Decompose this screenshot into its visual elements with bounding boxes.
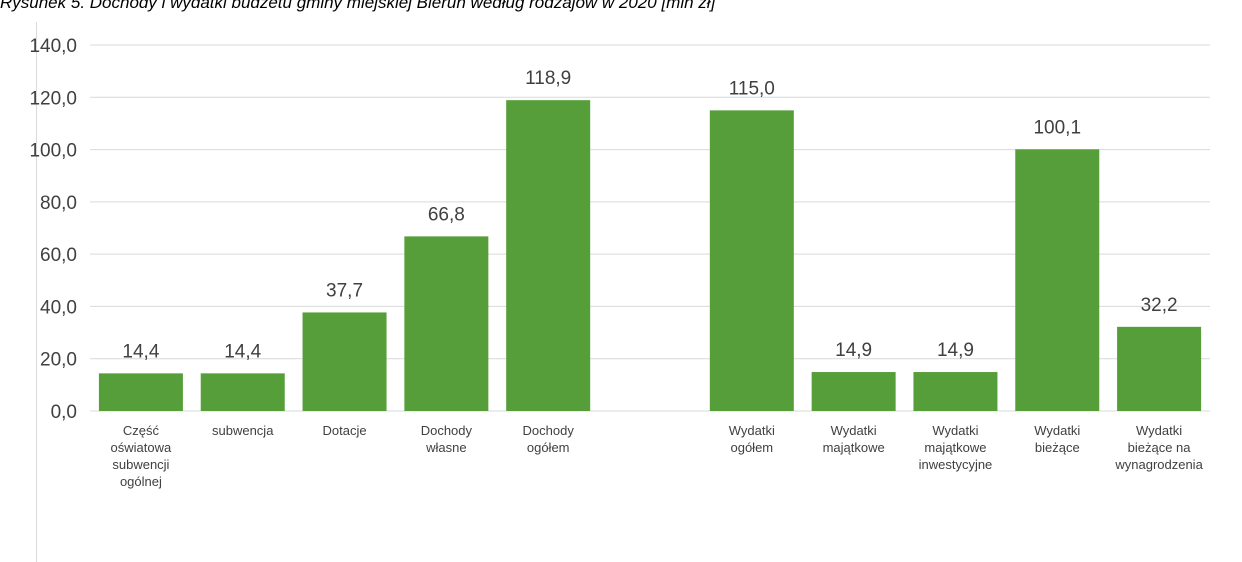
x-category-label: majątkowe — [924, 440, 986, 455]
x-category-label: Część — [123, 423, 160, 438]
data-label: 14,9 — [937, 340, 974, 361]
x-category-label: majątkowe — [823, 440, 885, 455]
bar — [1015, 149, 1100, 411]
x-category-label: własne — [425, 440, 466, 455]
x-category-label: bieżące — [1035, 440, 1080, 455]
y-tick-label: 140,0 — [29, 36, 77, 57]
chart-title: Rysunek 5. Dochody i wydatki budżetu gmi… — [0, 0, 716, 12]
bar — [811, 372, 896, 411]
x-category-label: Dochody — [421, 423, 473, 438]
x-category-label: ogólnej — [120, 474, 162, 489]
data-label: 14,4 — [224, 341, 261, 362]
y-tick-label: 20,0 — [40, 350, 77, 371]
x-category-label: Dotacje — [323, 423, 367, 438]
x-category-label: Wydatki — [729, 423, 775, 438]
bar — [302, 312, 387, 411]
bar — [506, 100, 591, 411]
x-category-label: subwencji — [112, 457, 169, 472]
x-category-label: bieżące na — [1128, 440, 1192, 455]
data-label: 32,2 — [1141, 295, 1178, 316]
chart-frame — [36, 22, 1242, 562]
data-label: 14,4 — [122, 341, 159, 362]
x-category-label: ogółem — [730, 440, 773, 455]
x-category-label: inwestycyjne — [919, 457, 993, 472]
y-tick-label: 100,0 — [29, 141, 77, 162]
x-category-label: ogółem — [527, 440, 570, 455]
x-category-label: Wydatki — [831, 423, 877, 438]
data-label: 14,9 — [835, 340, 872, 361]
data-label: 115,0 — [729, 78, 775, 99]
y-tick-label: 120,0 — [29, 88, 77, 109]
data-label: 118,9 — [525, 68, 571, 89]
x-category-label: Dochody — [523, 423, 575, 438]
y-tick-label: 80,0 — [40, 193, 77, 214]
y-tick-label: 40,0 — [40, 297, 77, 318]
x-category-label: Wydatki — [1034, 423, 1080, 438]
bar — [200, 373, 285, 411]
data-label: 100,1 — [1033, 117, 1081, 138]
x-category-label: wynagrodzenia — [1114, 457, 1203, 472]
x-category-label: Wydatki — [1136, 423, 1182, 438]
y-tick-label: 0,0 — [51, 402, 77, 423]
x-category-label: oświatowa — [111, 440, 172, 455]
bar — [709, 110, 794, 411]
x-category-label: subwencja — [212, 423, 274, 438]
bar — [1117, 326, 1202, 411]
data-label: 37,7 — [326, 280, 363, 301]
bar — [98, 373, 183, 411]
bar — [913, 372, 998, 411]
bar — [404, 236, 489, 411]
x-category-label: Wydatki — [932, 423, 978, 438]
data-label: 66,8 — [428, 204, 465, 225]
y-tick-label: 60,0 — [40, 245, 77, 266]
